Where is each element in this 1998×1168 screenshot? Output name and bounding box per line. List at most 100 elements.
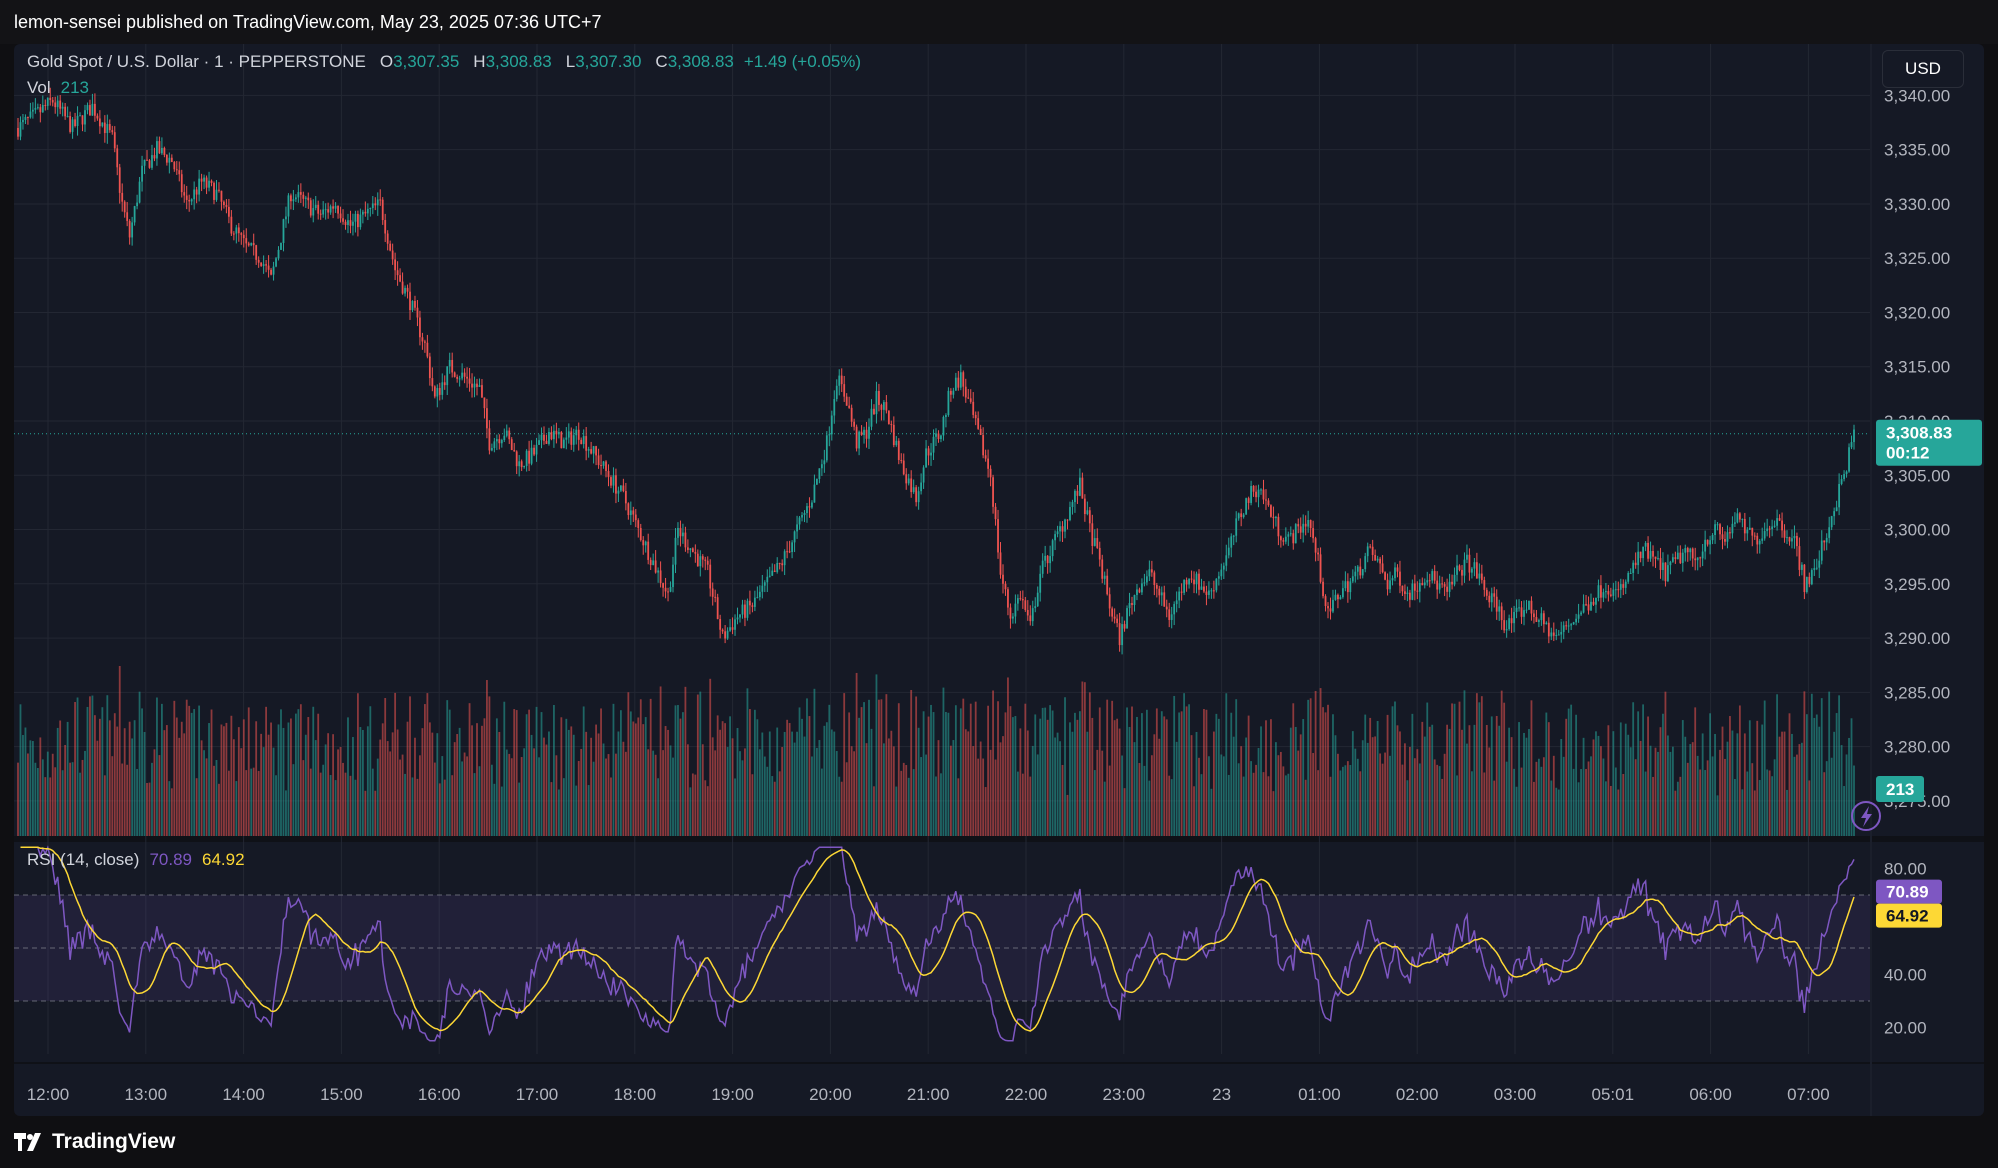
candle-body [64,106,67,117]
volume-bar [1418,763,1421,836]
candle-body [949,390,952,395]
candle-body [302,194,305,199]
candle-body [1617,589,1620,591]
volume-bar [1031,745,1034,836]
candle-body [1215,578,1218,591]
candle-body [1741,518,1744,520]
candle-body [1560,631,1563,635]
candle-body [679,527,682,537]
rsi-band-layer [14,894,1870,1002]
chart-frame[interactable]: 3,340.00 3,335.00 3,330.00 3,325.00 3,320.00… [14,44,1984,1116]
candle-body [481,385,483,398]
change-value: +1.49 (+0.05%) [743,52,862,71]
volume-bar [1577,782,1580,836]
time-tick-label: 14:00 [222,1085,265,1104]
candle-body [349,220,352,226]
volume-bar [1136,716,1138,836]
price-tick-label: 3,295.00 [1884,575,1950,594]
candle-body [954,377,957,391]
volume-bar [677,705,679,836]
volume-bar [183,733,186,836]
volume-bar [59,720,62,836]
candle-body [56,100,59,108]
volume-bar [553,705,555,836]
volume-bar [1096,749,1099,836]
volume-bar [379,739,382,836]
volume-bar [290,718,292,836]
candle-body [319,213,322,215]
candle-body [1009,607,1012,619]
volume-bar [79,772,81,836]
candle-body [1498,606,1501,612]
currency-button[interactable]: USD [1882,50,1964,88]
volume-bar [848,712,851,836]
candle-body [895,440,898,446]
candle-body [292,199,295,202]
candle-body [443,382,446,386]
volume-legend[interactable]: Vol 213 [27,78,89,98]
candle-body [165,154,168,163]
volume-bar [344,772,347,836]
volume-bar [1500,690,1503,836]
candle-body [406,287,409,292]
volume-bar [292,764,295,836]
candle-body [957,377,960,388]
volume-bar [1478,702,1481,836]
candle-body [1691,548,1694,559]
volume-bar [1128,726,1131,836]
candle-body [927,448,930,456]
candle-body [778,562,781,564]
volume-bar [1021,773,1024,836]
candle-body [381,199,384,221]
volume-bar [1649,745,1652,836]
candle-body [557,432,560,435]
candle-body [1550,632,1553,637]
volume-bar [1049,705,1052,836]
volume-bar [649,698,652,836]
volume-bar [1381,763,1384,836]
volume-bar [1079,711,1081,836]
candle-body [1781,520,1783,531]
volume-bar [1493,780,1496,836]
volume-bar [1513,768,1515,836]
volume-bar [1408,746,1411,836]
volume-bar [1597,735,1600,836]
candle-body [1843,474,1845,480]
candle-body [1031,608,1034,622]
volume-bar [151,762,153,836]
candle-body [1408,592,1411,600]
volume-bar [1753,790,1756,836]
candle-body [1540,613,1543,621]
candle-body [870,408,873,427]
volume-bar [1059,741,1061,836]
candle-body [535,444,538,455]
candle-body [513,450,516,452]
candle-body [505,430,508,436]
candle-body [555,430,558,435]
candle-body [270,269,272,275]
chart-canvas[interactable]: 3,340.003,335.003,330.003,325.003,320.00… [14,44,1984,1116]
volume-bar [602,743,605,836]
candle-body [136,202,138,207]
volume-bar [374,790,377,836]
candle-body [299,192,302,195]
volume-bar [371,768,374,836]
volume-bar [736,727,739,836]
candle-body [1302,523,1305,533]
symbol-legend[interactable]: Gold Spot / U.S. Dollar · 1 · PEPPERSTON… [27,52,861,72]
volume-bar [1798,744,1801,836]
volume-bar [1426,702,1429,836]
volume-bar [294,713,297,836]
candle-body [376,199,379,206]
tradingview-logo[interactable]: TradingView [14,1130,175,1154]
volume-bar [1617,789,1620,836]
rsi-legend[interactable]: RSI (14, close) 70.89 64.92 [27,850,245,870]
lightning-icon[interactable] [1851,801,1881,831]
volume-bar [905,765,908,836]
volume-bar [1694,707,1697,836]
volume-bar [317,713,320,836]
candle-body [1490,593,1493,603]
volume-bar [1019,728,1022,836]
volume-bar [138,691,141,836]
volume-bar [1277,755,1280,836]
